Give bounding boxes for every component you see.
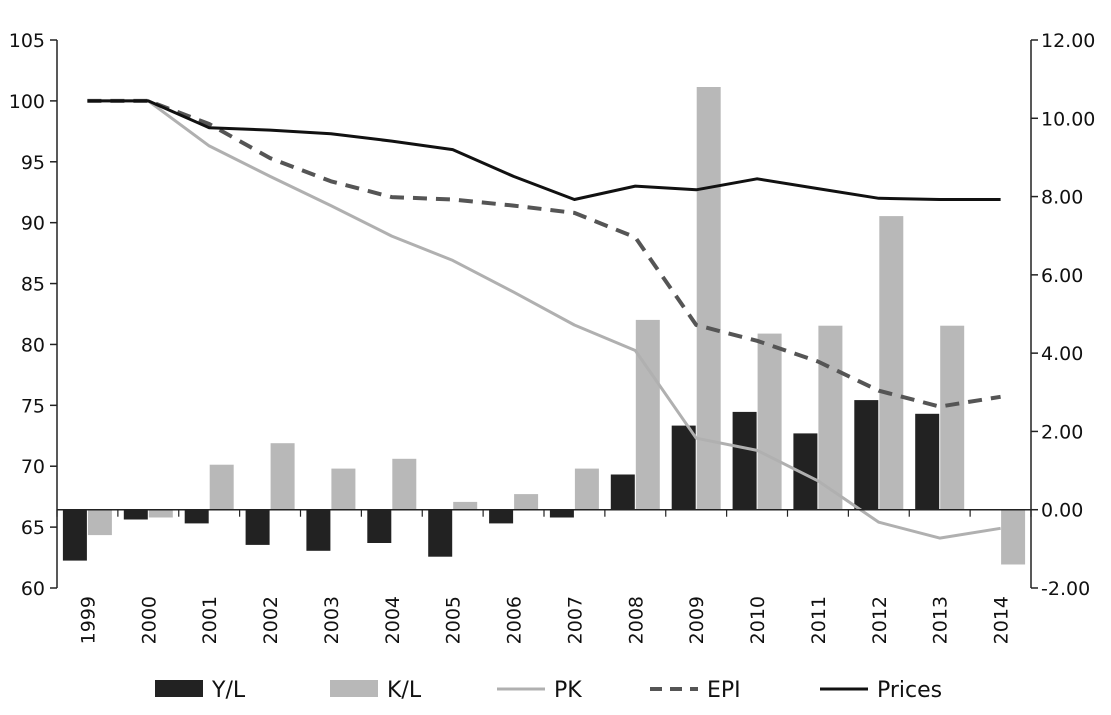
bar-kl-2008 — [635, 319, 660, 510]
bar-kl-2001 — [209, 464, 234, 510]
bar-kl-2004 — [392, 458, 417, 510]
legend-label-prices: Prices — [877, 678, 942, 703]
bars-layer — [62, 87, 1026, 565]
x-tick-label: 2002 — [260, 596, 282, 644]
left-tick-label: 65 — [21, 517, 45, 539]
legend-swatch-yl — [155, 680, 203, 697]
x-tick-label: 2009 — [686, 596, 708, 644]
line-prices — [87, 99, 1001, 201]
bar-yl-2013 — [915, 413, 940, 510]
left-tick-label: 95 — [21, 152, 45, 174]
x-tick-label: 2012 — [869, 596, 891, 644]
bar-yl-2004 — [367, 509, 392, 543]
bar-kl-2012 — [879, 216, 904, 510]
left-tick-label: 90 — [21, 213, 45, 235]
x-tick-label: 2013 — [930, 596, 952, 644]
left-tick-label: 85 — [21, 274, 45, 296]
bar-kl-2000 — [148, 509, 173, 518]
left-tick-label: 75 — [21, 395, 45, 417]
bar-kl-2010 — [757, 333, 782, 510]
bar-kl-2014 — [1001, 509, 1026, 565]
bar-kl-2006 — [514, 494, 539, 510]
x-tick-label: 2008 — [625, 596, 647, 644]
bar-kl-2002 — [270, 443, 295, 510]
bar-yl-2002 — [245, 509, 270, 545]
right-tick-label: 4.00 — [1041, 343, 1083, 365]
x-tick-label: 1999 — [77, 596, 99, 644]
bar-yl-2007 — [549, 509, 574, 518]
left-tick-label: 60 — [21, 578, 45, 600]
bar-yl-2008 — [610, 474, 635, 510]
left-tick-label: 105 — [9, 30, 45, 52]
bar-yl-2010 — [732, 411, 757, 510]
x-tick-label: 2010 — [747, 596, 769, 644]
x-tick-label: 2006 — [504, 596, 526, 644]
axes-layer: 60 65 70 75 80 85 90 95 100 105 -2.00 0.00 2.00 4.00 6… — [9, 30, 1096, 644]
legend-label-epi: EPI — [707, 678, 741, 703]
legend: Y/L K/L PK EPI Prices — [155, 678, 942, 703]
line-epi — [87, 98, 1001, 409]
left-tick-label: 70 — [21, 456, 45, 478]
x-tick-label: 2004 — [382, 596, 404, 644]
legend-swatch-kl — [330, 680, 378, 697]
x-tick-label: 2001 — [199, 596, 221, 644]
legend-label-pk: PK — [554, 678, 582, 703]
line-pk — [87, 99, 1001, 540]
right-tick-label: -2.00 — [1041, 578, 1090, 600]
bar-kl-2013 — [940, 325, 965, 510]
right-tick-label: 6.00 — [1041, 265, 1083, 287]
left-tick-label: 100 — [9, 91, 45, 113]
x-tick-label: 2003 — [321, 596, 343, 644]
bar-yl-2012 — [854, 400, 879, 510]
bar-kl-2003 — [331, 468, 356, 510]
bar-yl-2000 — [123, 509, 148, 520]
bar-kl-2005 — [453, 501, 478, 510]
right-tick-label: 0.00 — [1041, 500, 1083, 522]
left-tick-label: 80 — [21, 334, 45, 356]
bar-kl-1999 — [87, 509, 112, 536]
x-tick-label: 2005 — [443, 596, 465, 644]
bar-yl-2001 — [184, 509, 209, 524]
right-tick-label: 8.00 — [1041, 187, 1083, 209]
x-tick-label: 2011 — [808, 596, 830, 644]
bar-kl-2011 — [818, 325, 843, 510]
x-tick-label: 2014 — [991, 596, 1013, 644]
right-tick-label: 2.00 — [1041, 421, 1083, 443]
bar-yl-1999 — [62, 509, 87, 561]
bar-yl-2005 — [428, 509, 453, 557]
legend-label-yl: Y/L — [211, 678, 246, 703]
right-tick-label: 12.00 — [1041, 30, 1095, 52]
bar-yl-2003 — [306, 509, 331, 551]
bar-kl-2009 — [696, 87, 721, 510]
x-tick-label: 2007 — [564, 596, 586, 644]
right-tick-label: 10.00 — [1041, 108, 1095, 130]
bar-kl-2007 — [574, 468, 599, 510]
bar-yl-2006 — [489, 509, 514, 524]
lines-layer — [87, 98, 1001, 540]
x-tick-label: 2000 — [138, 596, 160, 644]
bar-yl-2009 — [671, 425, 696, 510]
legend-label-kl: K/L — [387, 678, 422, 703]
